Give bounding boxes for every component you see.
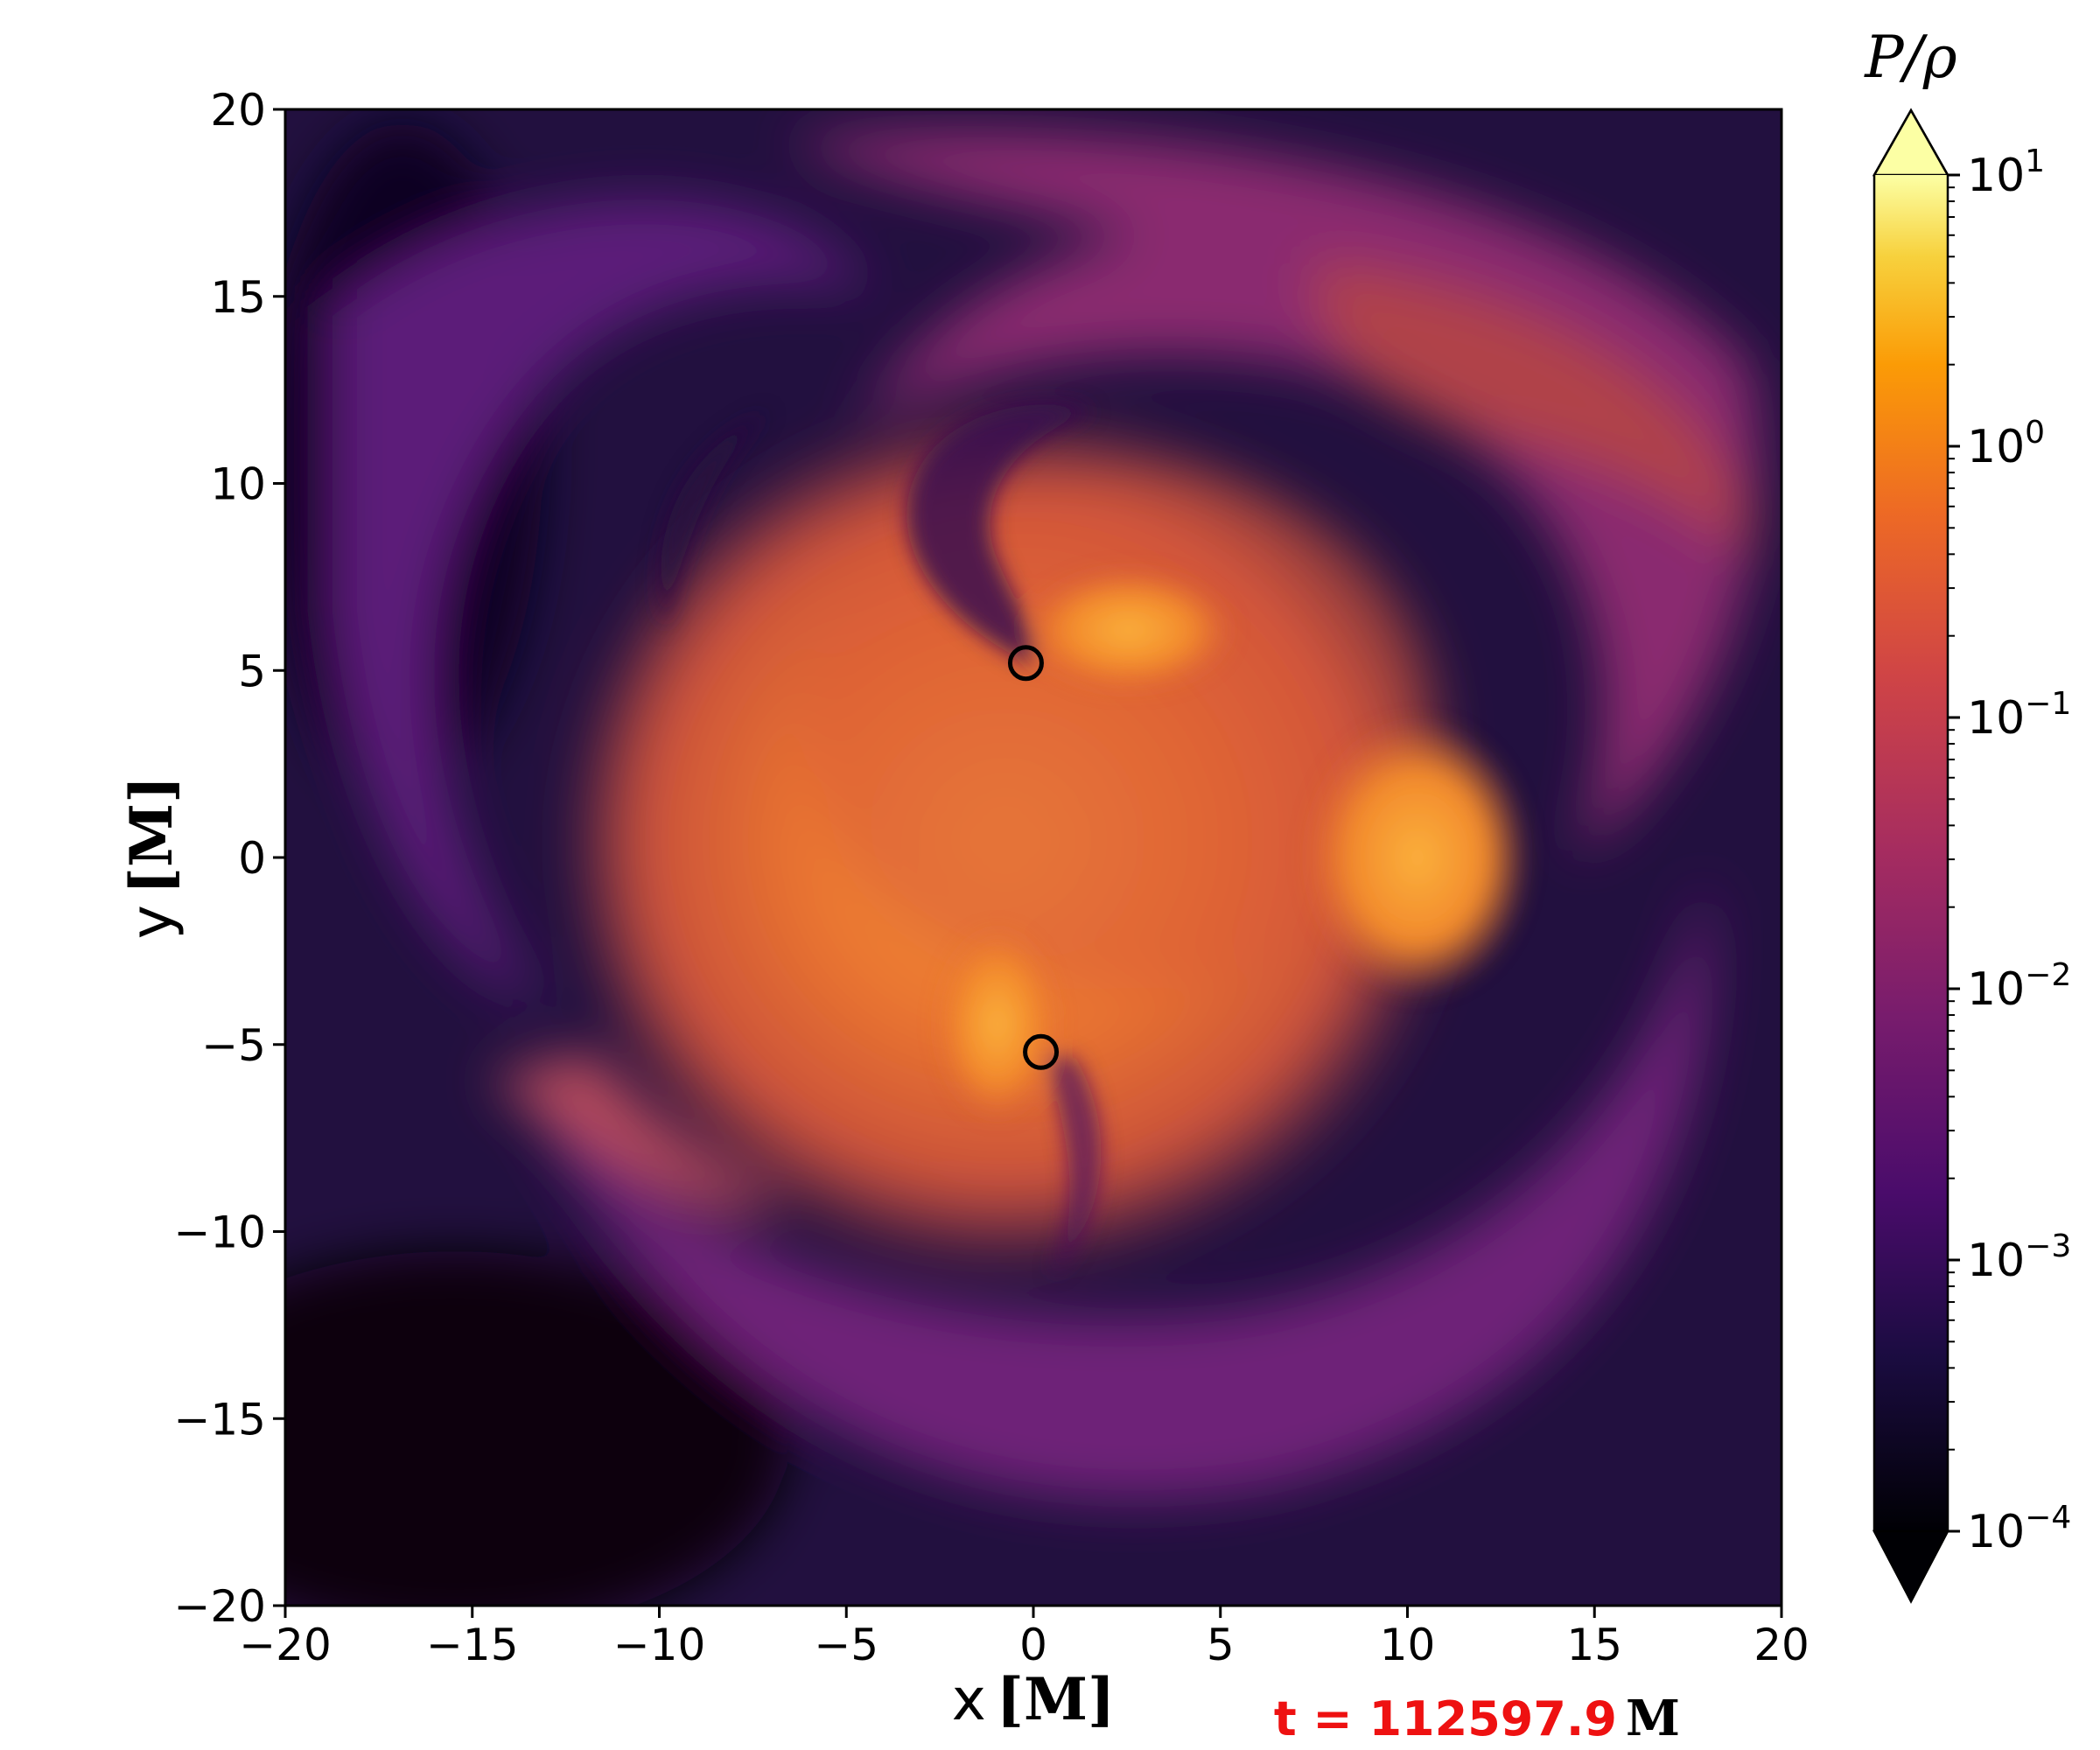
x-tick-label: −5 [814, 1620, 878, 1670]
colorbar-tick-label: 10−3 [1967, 1228, 2071, 1287]
colorbar-extend-bottom [1872, 1530, 1950, 1604]
x-axis-label: x [M] [952, 1665, 1116, 1733]
y-axis: −20 −15 −10 −5 0 5 10 15 20 [173, 85, 285, 1632]
black-hole-marker [1007, 645, 1044, 682]
y-tick-label: 15 [210, 272, 266, 323]
y-tick-label: −10 [173, 1208, 266, 1258]
colorbar: 101 100 10−1 10−2 10−3 10−4 P/ρ [1864, 24, 2071, 1604]
x-tick-label: −20 [239, 1620, 332, 1670]
colorbar-tick-label: 101 [1967, 144, 2045, 202]
y-tick-label: 20 [210, 85, 266, 136]
y-tick-label: −15 [173, 1394, 266, 1445]
y-tick-label: −5 [201, 1020, 266, 1071]
black-hole-marker [1023, 1033, 1060, 1070]
colorbar-tick-label: 10−1 [1967, 686, 2071, 745]
x-tick-label: −10 [613, 1620, 706, 1670]
x-tick-label: 10 [1380, 1620, 1436, 1670]
y-tick-label: 10 [210, 459, 266, 510]
colorbar-gradient [1874, 175, 1948, 1531]
colorbar-title: P/ρ [1864, 24, 1957, 91]
x-tick-label: 15 [1566, 1620, 1622, 1670]
colorbar-tick-label: 10−2 [1967, 957, 2071, 1016]
x-axis: −20 −15 −10 −5 0 5 10 15 20 [239, 1606, 1810, 1670]
y-tick-label: 5 [238, 646, 266, 696]
y-tick-label: −20 [173, 1581, 266, 1632]
heatmap-field [285, 109, 1782, 1606]
x-tick-label: 0 [1019, 1620, 1047, 1670]
colorbar-tick-label: 10−4 [1967, 1500, 2071, 1558]
colorbar-tick-label: 100 [1967, 415, 2045, 473]
x-tick-label: −15 [426, 1620, 519, 1670]
y-axis-label: y[M] [117, 776, 186, 940]
x-tick-label: 20 [1754, 1620, 1810, 1670]
colorbar-extend-top [1872, 108, 1950, 177]
time-annotation: t = 112597.9 M [1274, 1690, 1680, 1747]
y-tick-label: 0 [238, 833, 266, 884]
x-tick-label: 5 [1207, 1620, 1235, 1670]
